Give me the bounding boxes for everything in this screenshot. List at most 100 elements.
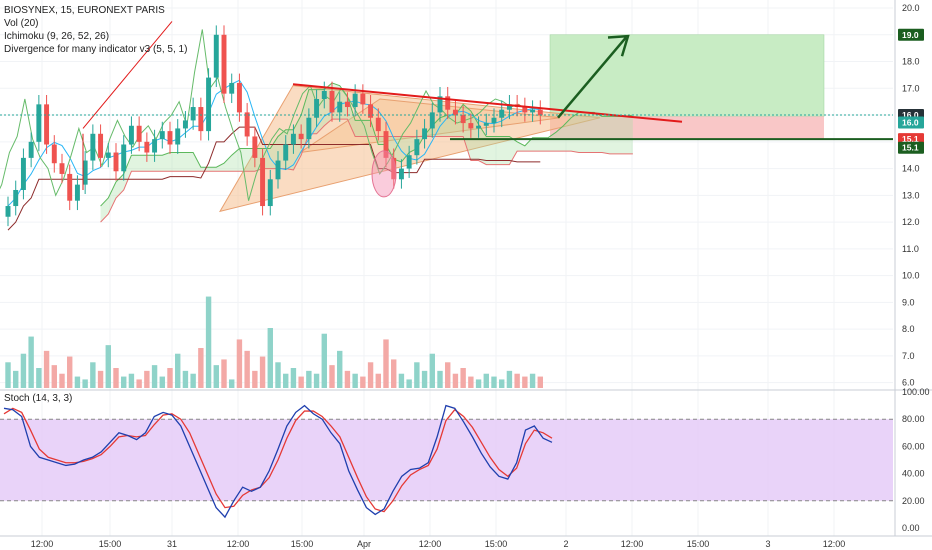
- candle: [352, 93, 358, 108]
- candle: [275, 160, 281, 180]
- price-tag: [898, 28, 924, 41]
- price-tag-label: 16.0: [902, 118, 919, 128]
- candle: [36, 104, 42, 142]
- candle: [329, 90, 335, 113]
- volume-bar: [529, 373, 536, 388]
- candle: [244, 112, 250, 137]
- candle: [28, 141, 34, 158]
- volume-bar: [259, 356, 266, 388]
- stoch-axis-tick: 100.00: [902, 387, 930, 397]
- volume-bar: [198, 348, 204, 388]
- legend-ichimoku[interactable]: Ichimoku (9, 26, 52, 26): [4, 31, 110, 42]
- volume-bar: [468, 376, 474, 388]
- candle: [198, 107, 204, 132]
- volume-bar: [391, 359, 397, 388]
- volume-bar: [360, 376, 366, 388]
- volume-bar: [159, 376, 165, 388]
- volume-bar: [244, 350, 250, 388]
- volume-bar: [190, 373, 196, 388]
- candle: [375, 117, 381, 132]
- volume-bar: [460, 368, 466, 388]
- candle: [144, 141, 150, 153]
- candle: [499, 109, 505, 118]
- volume-bar: [344, 370, 351, 388]
- candle: [175, 128, 181, 145]
- candle: [283, 144, 289, 161]
- candle: [113, 152, 119, 172]
- legend-divergence[interactable]: Divergence for many indicator v3 (5, 5, …: [4, 44, 188, 55]
- price-tag-label: 16.0: [902, 110, 919, 120]
- volume-bar: [329, 365, 335, 388]
- time-axis-tick: 12:00: [823, 539, 846, 549]
- volume-bar: [522, 376, 528, 388]
- time-axis-tick: 15:00: [291, 539, 314, 549]
- volume-bar: [491, 376, 497, 388]
- volume-bar: [167, 368, 173, 388]
- legend-stoch[interactable]: Stoch (14, 3, 3): [4, 393, 73, 404]
- volume-bar: [82, 379, 88, 388]
- volume-bar: [475, 379, 482, 388]
- volume-bar: [352, 373, 358, 388]
- stop-zone: [550, 116, 824, 140]
- volume-bar: [182, 370, 189, 388]
- candle: [314, 99, 320, 118]
- candle: [414, 139, 420, 156]
- candle: [337, 101, 343, 113]
- volume-bar: [398, 373, 405, 388]
- volume-bar: [97, 370, 104, 388]
- volume-bar: [67, 356, 73, 388]
- candle: [290, 133, 296, 145]
- volume-bar: [151, 365, 158, 388]
- candle: [190, 107, 196, 121]
- candle: [121, 144, 127, 172]
- candle: [321, 90, 327, 100]
- candle: [236, 82, 242, 113]
- volume-bar: [28, 336, 34, 388]
- volume-bar: [229, 379, 235, 388]
- candle: [506, 104, 512, 110]
- volume-bar: [213, 365, 219, 388]
- volume-bar: [51, 365, 57, 388]
- candle: [252, 136, 258, 158]
- volume-bar: [136, 379, 142, 388]
- candle: [368, 104, 374, 118]
- volume-bar: [175, 353, 181, 388]
- candle: [136, 125, 142, 142]
- legend-symbol[interactable]: BIOSYNEX, 15, EURONEXT PARIS: [4, 5, 165, 16]
- volume-bar: [221, 359, 227, 388]
- price-axis-tick: 8.0: [902, 324, 915, 334]
- candle: [429, 112, 435, 129]
- candle: [5, 206, 11, 217]
- volume-bar: [275, 362, 281, 388]
- volume-bar: [5, 362, 11, 388]
- price-axis-tick: 17.0: [902, 83, 920, 93]
- ichimoku-conversion-line: [7, 79, 541, 207]
- candle: [360, 93, 366, 105]
- price-axis-tick: 20.0: [902, 3, 920, 13]
- volume-bar: [367, 362, 374, 388]
- time-axis-tick: 15:00: [485, 539, 508, 549]
- stoch-band: [0, 419, 893, 501]
- volume-bar: [43, 350, 50, 388]
- volume-bar: [321, 333, 327, 388]
- volume-bar: [313, 373, 320, 388]
- volume-bar: [429, 353, 435, 388]
- volume-bar: [383, 339, 389, 388]
- candle: [383, 131, 389, 158]
- candle: [221, 34, 227, 94]
- highlight-ellipse: [371, 150, 397, 198]
- candle: [59, 163, 65, 174]
- candle: [491, 117, 497, 124]
- legend-volume[interactable]: Vol (20): [4, 18, 39, 29]
- target-arrow-shaft: [557, 36, 627, 119]
- candle: [483, 123, 489, 126]
- candle: [51, 144, 57, 164]
- candle: [267, 179, 273, 207]
- candle: [67, 173, 73, 201]
- candle: [460, 115, 466, 124]
- price-axis-tick: 18.0: [902, 57, 920, 67]
- time-axis-tick: 31: [167, 539, 177, 549]
- price-tag-label: 19.0: [902, 30, 919, 40]
- target-arrow-head: [607, 34, 630, 57]
